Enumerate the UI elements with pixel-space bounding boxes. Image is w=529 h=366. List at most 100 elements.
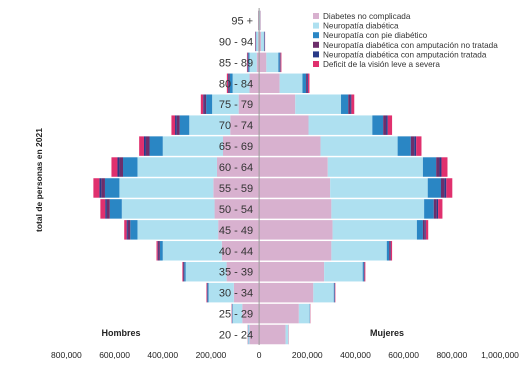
age-group-label: 95 + bbox=[231, 15, 253, 27]
bar-women-6-row-13 bbox=[364, 261, 366, 282]
bar-women-1-row-4 bbox=[259, 73, 280, 94]
x-tick-label: 800,000 bbox=[436, 350, 467, 360]
bar-men-1-row-10 bbox=[214, 199, 260, 219]
bar-men-2-row-4 bbox=[232, 73, 250, 94]
x-tick-label: 200,000 bbox=[196, 350, 227, 360]
age-group-label: 90 - 94 bbox=[219, 36, 253, 48]
bar-women-1-row-9 bbox=[259, 178, 331, 198]
bar-women-2-row-2 bbox=[261, 31, 264, 52]
bar-men-1-row-9 bbox=[213, 178, 260, 198]
bar-women-4-row-5 bbox=[348, 94, 351, 114]
bar-men-4-row-10 bbox=[106, 199, 110, 219]
bar-women-1-row-11 bbox=[259, 220, 333, 240]
x-tick-label: 800,000 bbox=[51, 350, 82, 360]
bar-men-2-row-3 bbox=[249, 52, 257, 73]
bar-women-1-row-12 bbox=[259, 241, 332, 261]
bar-women-6-row-4 bbox=[308, 73, 310, 94]
bar-women-6-row-11 bbox=[425, 220, 429, 240]
bar-women-3-row-7 bbox=[397, 136, 411, 156]
bar-women-1-row-15 bbox=[259, 303, 299, 324]
bar-women-4-row-11 bbox=[422, 220, 425, 240]
x-tick-label: 200,000 bbox=[292, 350, 323, 360]
bar-women-1-row-14 bbox=[259, 282, 314, 303]
bar-women-2-row-12 bbox=[331, 241, 387, 261]
bar-men-6-row-8 bbox=[111, 157, 118, 177]
bar-women-3-row-11 bbox=[416, 220, 423, 240]
bar-women-4-row-8 bbox=[436, 157, 440, 177]
bar-men-2-row-9 bbox=[119, 178, 214, 198]
bar-men-3-row-10 bbox=[109, 199, 122, 219]
bar-men-2-row-6 bbox=[189, 115, 231, 135]
bar-men-3-row-7 bbox=[149, 136, 163, 156]
bar-women-3-row-10 bbox=[424, 199, 434, 219]
age-group-label: 75 - 79 bbox=[219, 99, 253, 111]
bar-men-6-row-7 bbox=[139, 136, 144, 156]
bar-women-1-row-5 bbox=[259, 94, 296, 114]
bar-women-3-row-5 bbox=[341, 94, 349, 114]
bar-women-2-row-10 bbox=[331, 199, 425, 219]
bar-women-2-row-9 bbox=[330, 178, 428, 198]
bar-men-2-row-2 bbox=[256, 31, 259, 52]
bar-men-3-row-6 bbox=[179, 115, 190, 135]
bar-men-4-row-12 bbox=[158, 241, 160, 261]
bar-men-6-row-6 bbox=[171, 115, 176, 135]
bar-women-3-row-14 bbox=[333, 282, 335, 303]
age-group-label: 40 - 44 bbox=[219, 246, 253, 258]
bar-women-3-row-4 bbox=[302, 73, 307, 94]
bar-women-3-row-12 bbox=[386, 241, 390, 261]
bar-women-3-row-13 bbox=[362, 261, 364, 282]
bar-women-2-row-13 bbox=[324, 261, 363, 282]
bar-men-4-row-11 bbox=[127, 220, 131, 240]
bar-women-4-row-4 bbox=[306, 73, 308, 94]
bar-women-2-row-14 bbox=[313, 282, 334, 303]
bar-women-6-row-5 bbox=[351, 94, 355, 114]
bar-men-3-row-11 bbox=[130, 220, 138, 240]
bar-women-6-row-9 bbox=[446, 178, 453, 198]
bar-men-4-row-7 bbox=[145, 136, 150, 156]
legend-swatch bbox=[313, 61, 319, 67]
bar-men-2-row-12 bbox=[162, 241, 222, 261]
bar-men-1-row-11 bbox=[218, 220, 260, 240]
legend-swatch bbox=[313, 22, 319, 29]
bar-women-5-row-7 bbox=[414, 136, 417, 156]
bar-women-2-row-11 bbox=[332, 220, 417, 240]
bar-men-2-row-11 bbox=[137, 220, 219, 240]
bar-men-1-row-13 bbox=[226, 261, 260, 282]
bar-women-3-row-9 bbox=[427, 178, 441, 198]
x-tick-label: 400,000 bbox=[147, 350, 178, 360]
bar-women-1-row-8 bbox=[259, 157, 328, 177]
bar-women-2-row-15 bbox=[298, 303, 310, 324]
bar-men-3-row-8 bbox=[123, 157, 138, 177]
bar-women-2-row-4 bbox=[279, 73, 303, 94]
legend-label: Diabetes no complicada bbox=[323, 12, 411, 21]
bar-men-5-row-6 bbox=[175, 115, 177, 135]
bar-men-5-row-9 bbox=[99, 178, 102, 198]
bar-women-2-row-5 bbox=[295, 94, 342, 114]
bar-men-1-row-15 bbox=[242, 303, 260, 324]
bar-men-4-row-6 bbox=[176, 115, 180, 135]
bar-men-6-row-4 bbox=[226, 73, 229, 94]
bar-women-4-row-7 bbox=[410, 136, 415, 156]
legend-swatch bbox=[313, 13, 319, 19]
bar-men-3-row-14 bbox=[207, 282, 209, 303]
bar-men-4-row-9 bbox=[101, 178, 105, 198]
bar-men-2-row-8 bbox=[137, 157, 217, 177]
bar-men-2-row-10 bbox=[121, 199, 215, 219]
x-tick-label: 600,000 bbox=[99, 350, 130, 360]
bar-men-4-row-8 bbox=[119, 157, 124, 177]
bar-men-3-row-4 bbox=[229, 73, 233, 94]
bar-women-6-row-6 bbox=[387, 115, 393, 135]
bar-men-1-row-5 bbox=[238, 94, 260, 114]
legend-swatch bbox=[313, 51, 319, 58]
legend-label: Neuropatía diabética bbox=[323, 22, 399, 31]
bar-men-1-row-12 bbox=[221, 241, 260, 261]
bar-men-6-row-5 bbox=[200, 94, 204, 114]
bar-men-5-row-10 bbox=[105, 199, 107, 219]
bar-women-2-row-7 bbox=[320, 136, 398, 156]
bar-women-5-row-10 bbox=[436, 199, 439, 219]
age-group-label: 80 - 84 bbox=[219, 78, 253, 90]
bar-women-1-row-3 bbox=[259, 52, 267, 73]
y-axis-label: total de personas en 2021 bbox=[34, 128, 44, 232]
bar-men-1-row-14 bbox=[233, 282, 260, 303]
bar-women-3-row-6 bbox=[372, 115, 384, 135]
